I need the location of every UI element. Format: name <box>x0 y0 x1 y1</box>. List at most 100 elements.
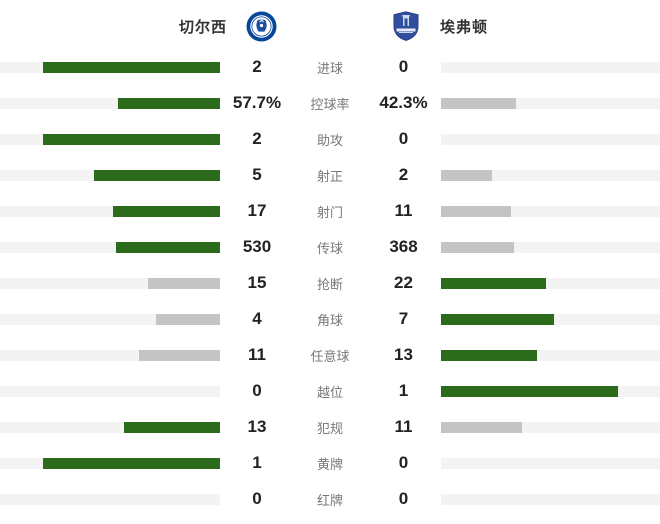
home-stat-bar-fill <box>115 241 220 253</box>
home-stat-bar-track <box>0 349 220 361</box>
away-stat-bar-fill <box>441 205 511 217</box>
home-stat-value: 5 <box>252 165 262 184</box>
stat-label: 进球 <box>316 60 343 76</box>
home-stat-bar-track <box>0 421 220 433</box>
away-stat-bar-fill <box>441 277 547 289</box>
stat-row: 17 射门 11 <box>0 193 660 229</box>
stat-row: 11 任意球 13 <box>0 337 660 373</box>
home-stat-bar-fill <box>43 61 220 73</box>
home-stat-value: 1 <box>252 453 262 472</box>
chelsea-crest-icon <box>246 11 277 47</box>
away-stat-bar-track <box>441 61 660 73</box>
away-team-name: 埃弗顿 <box>440 19 489 36</box>
stat-label: 传球 <box>316 240 343 256</box>
home-stat-bar-track <box>0 205 220 217</box>
stat-label: 越位 <box>316 384 343 400</box>
away-stat-value: 7 <box>398 309 409 328</box>
away-stat-bar-track <box>441 205 660 217</box>
away-stat-bar-fill <box>441 241 514 253</box>
away-stat-value: 0 <box>398 489 409 508</box>
header: 切尔西 埃弗顿 <box>0 0 660 49</box>
away-stat-value: 368 <box>389 237 418 256</box>
home-stat-value: 57.7% <box>232 93 282 112</box>
home-stat-bar-fill <box>93 169 220 181</box>
stat-row: 1 黄牌 0 <box>0 445 660 481</box>
home-stat-bar-fill <box>43 133 220 145</box>
away-stat-value: 1 <box>398 381 409 400</box>
away-stat-bar-track <box>441 133 660 145</box>
home-stat-value: 4 <box>252 309 262 328</box>
home-stat-value: 13 <box>247 417 267 436</box>
home-stat-bar-fill <box>117 97 220 109</box>
away-stat-bar-track <box>441 241 660 253</box>
stat-label: 黄牌 <box>316 456 343 472</box>
stat-row: 57.7% 控球率 42.3% <box>0 85 660 121</box>
away-stat-value: 42.3% <box>379 93 428 112</box>
away-stat-bar-fill <box>441 169 492 181</box>
stat-label: 任意球 <box>310 348 350 364</box>
home-stat-bar-track <box>0 313 220 325</box>
away-stat-value: 13 <box>394 345 413 364</box>
away-stat-bar-fill <box>441 313 554 325</box>
home-stat-value: 2 <box>252 57 262 76</box>
home-stat-bar-track <box>0 61 220 73</box>
stat-row: 13 犯规 11 <box>0 409 660 445</box>
away-stat-bar-track <box>441 457 660 469</box>
home-stat-bar-track <box>0 277 220 289</box>
away-stat-bar-track <box>441 493 660 505</box>
home-stat-bar-fill <box>43 457 220 469</box>
home-stat-bar-track <box>0 169 220 181</box>
home-stat-value: 0 <box>252 381 262 400</box>
away-stat-bar-fill <box>441 349 537 361</box>
home-stat-bar-fill <box>138 349 220 361</box>
home-stat-bar-fill <box>155 313 220 325</box>
home-stat-bar-track <box>0 97 220 109</box>
away-stat-value: 0 <box>398 453 409 472</box>
stat-label: 控球率 <box>310 96 350 112</box>
away-stat-value: 11 <box>394 417 413 436</box>
stat-label: 红牌 <box>316 492 343 508</box>
away-stat-value: 0 <box>398 129 409 148</box>
stats-rows: 2 进球 0 57.7% 控球率 42.3% 2 助攻 0 5 射正 2 1 7 射门 11 530 传球 368 1… <box>0 49 660 517</box>
home-stat-value: 530 <box>242 237 272 256</box>
stat-row: 4 角球 7 <box>0 301 660 337</box>
stat-label: 射门 <box>316 204 343 220</box>
stat-row: 15 抢断 22 <box>0 265 660 301</box>
stat-row: 0 越位 1 <box>0 373 660 409</box>
stat-label: 助攻 <box>316 132 343 148</box>
home-stat-bar-fill <box>124 421 220 433</box>
away-stat-value: 11 <box>394 201 413 220</box>
away-stat-bar-track <box>441 349 660 361</box>
home-stat-bar-fill <box>112 205 220 217</box>
away-stat-bar-track <box>441 385 660 397</box>
home-stat-value: 11 <box>248 345 266 364</box>
home-stat-bar-track <box>0 385 220 397</box>
away-stat-value: 2 <box>398 165 409 184</box>
home-stat-bar-track <box>0 457 220 469</box>
away-stat-bar-track <box>441 313 660 325</box>
stat-row: 2 进球 0 <box>0 49 660 85</box>
stat-label: 犯规 <box>316 420 343 436</box>
away-stat-bar-track <box>441 97 660 109</box>
stat-label: 射正 <box>316 168 343 184</box>
away-stat-bar-track <box>441 169 660 181</box>
home-stat-bar-track <box>0 493 220 505</box>
away-stat-value: 0 <box>398 57 409 76</box>
home-stat-bar-track <box>0 133 220 145</box>
home-stat-bar-fill <box>148 277 220 289</box>
stat-row: 0 红牌 0 <box>0 481 660 517</box>
away-stat-bar-fill <box>441 385 618 397</box>
stat-label: 抢断 <box>316 276 343 292</box>
home-stat-value: 2 <box>252 129 262 148</box>
away-stat-value: 22 <box>394 273 413 292</box>
stat-label: 角球 <box>316 312 343 328</box>
away-stat-bar-track <box>441 421 660 433</box>
home-stat-value: 15 <box>247 273 267 292</box>
home-stat-value: 0 <box>252 489 262 508</box>
away-stat-bar-fill <box>441 97 516 109</box>
home-stat-bar-track <box>0 241 220 253</box>
stat-row: 530 传球 368 <box>0 229 660 265</box>
away-stat-bar-track <box>441 277 660 289</box>
away-stat-bar-fill <box>441 421 523 433</box>
